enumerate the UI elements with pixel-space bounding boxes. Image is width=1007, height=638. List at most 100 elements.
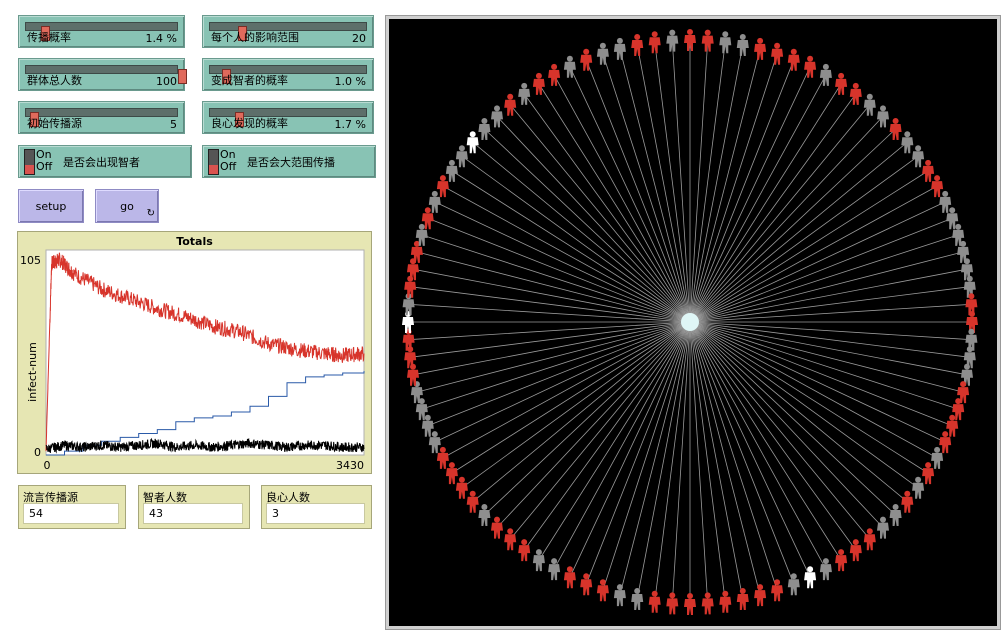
person-agent-icon[interactable] [410,240,423,263]
person-agent-icon[interactable] [466,490,479,513]
world-canvas[interactable] [389,19,997,626]
person-agent-icon[interactable] [736,588,749,610]
slider-initial-sources[interactable]: 初始传播源 5 [18,101,185,134]
person-agent-icon[interactable] [939,190,952,213]
setup-button[interactable]: setup [18,189,84,223]
person-agent-icon[interactable] [613,37,626,60]
person-agent-icon[interactable] [648,590,661,613]
person-agent-icon[interactable] [666,592,679,615]
person-agent-icon[interactable] [787,573,800,596]
person-agent-icon[interactable] [719,31,732,54]
go-button[interactable]: go ↻ [95,189,159,223]
person-agent-icon[interactable] [421,207,434,230]
slider-track[interactable] [209,22,367,41]
slider-track[interactable] [209,108,367,127]
person-agent-icon[interactable] [563,55,576,78]
person-agent-icon[interactable] [736,34,749,56]
person-agent-icon[interactable] [754,584,767,607]
person-agent-icon[interactable] [952,398,965,421]
person-agent-icon[interactable] [787,48,800,71]
person-agent-icon[interactable] [849,539,862,562]
person-agent-icon[interactable] [701,29,714,52]
person-agent-icon[interactable] [631,34,644,56]
slider-thumb[interactable] [235,112,244,127]
person-agent-icon[interactable] [684,593,696,615]
world-view[interactable] [385,15,1001,630]
person-agent-icon[interactable] [532,549,545,572]
person-agent-icon[interactable] [877,516,889,539]
person-agent-icon[interactable] [877,105,889,128]
slider-track[interactable] [209,65,367,84]
person-agent-icon[interactable] [631,588,644,610]
person-agent-icon[interactable] [563,566,576,589]
person-agent-icon[interactable] [455,476,468,499]
switch-knob-icon[interactable] [24,149,35,175]
person-agent-icon[interactable] [849,82,862,105]
person-agent-icon[interactable] [445,159,458,182]
person-agent-icon[interactable] [922,159,935,182]
person-agent-icon[interactable] [863,93,876,116]
person-agent-icon[interactable] [931,446,944,469]
slider-wise-probability[interactable]: 变成智者的概率 1.0 % [202,58,374,91]
person-agent-icon[interactable] [504,93,517,116]
slider-thumb[interactable] [41,26,50,41]
person-agent-icon[interactable] [436,175,449,198]
person-agent-icon[interactable] [965,293,978,316]
person-agent-icon[interactable] [754,37,767,60]
slider-track[interactable] [25,108,178,127]
slider-thumb[interactable] [178,69,187,84]
person-agent-icon[interactable] [939,431,952,454]
person-agent-icon[interactable] [931,175,944,198]
person-agent-icon[interactable] [946,207,959,230]
person-agent-icon[interactable] [684,29,696,51]
person-agent-icon[interactable] [701,592,714,615]
person-agent-icon[interactable] [771,42,784,65]
person-agent-icon[interactable] [719,590,732,613]
person-agent-icon[interactable] [912,476,925,499]
person-agent-icon[interactable] [804,566,817,589]
person-agent-icon[interactable] [666,29,679,52]
slider-thumb[interactable] [238,26,247,41]
person-agent-icon[interactable] [889,118,902,140]
slider-conscience-probability[interactable]: 良心发现的概率 1.7 % [202,101,374,134]
person-agent-icon[interactable] [804,55,817,78]
person-agent-icon[interactable] [946,414,959,437]
person-agent-icon[interactable] [889,504,902,526]
person-agent-icon[interactable] [863,528,876,551]
person-agent-icon[interactable] [436,446,449,469]
slider-influence-range[interactable]: 每个人的影响范围 20 [202,15,374,48]
slider-spread-probability[interactable]: 传播概率 1.4 % [18,15,185,48]
person-agent-icon[interactable] [455,145,468,168]
person-agent-icon[interactable] [912,145,925,168]
person-agent-icon[interactable] [580,48,593,71]
person-agent-icon[interactable] [548,63,561,86]
person-agent-icon[interactable] [478,504,491,526]
switch-wide-spread[interactable]: On Off 是否会大范围传播 [202,145,376,178]
person-agent-icon[interactable] [415,223,428,246]
person-agent-icon[interactable] [819,63,832,86]
person-agent-icon[interactable] [648,31,661,54]
person-agent-icon[interactable] [421,414,434,437]
person-agent-icon[interactable] [478,118,491,140]
person-agent-icon[interactable] [532,72,545,95]
person-agent-icon[interactable] [819,558,832,581]
person-agent-icon[interactable] [580,573,593,596]
person-agent-icon[interactable] [901,490,914,513]
person-agent-icon[interactable] [428,190,441,213]
person-agent-icon[interactable] [613,584,626,607]
slider-track[interactable] [25,65,187,84]
slider-thumb[interactable] [222,69,231,84]
person-agent-icon[interactable] [445,462,458,485]
slider-population[interactable]: 群体总人数 100 [18,58,187,91]
slider-thumb[interactable] [30,112,39,127]
person-agent-icon[interactable] [491,516,503,539]
person-agent-icon[interactable] [596,579,609,602]
switch-knob-icon[interactable] [208,149,219,175]
person-agent-icon[interactable] [466,131,479,154]
person-agent-icon[interactable] [835,549,848,572]
person-agent-icon[interactable] [966,311,978,333]
person-agent-icon[interactable] [518,539,531,562]
person-agent-icon[interactable] [428,431,441,454]
person-agent-icon[interactable] [548,558,561,581]
person-agent-icon[interactable] [922,462,935,485]
